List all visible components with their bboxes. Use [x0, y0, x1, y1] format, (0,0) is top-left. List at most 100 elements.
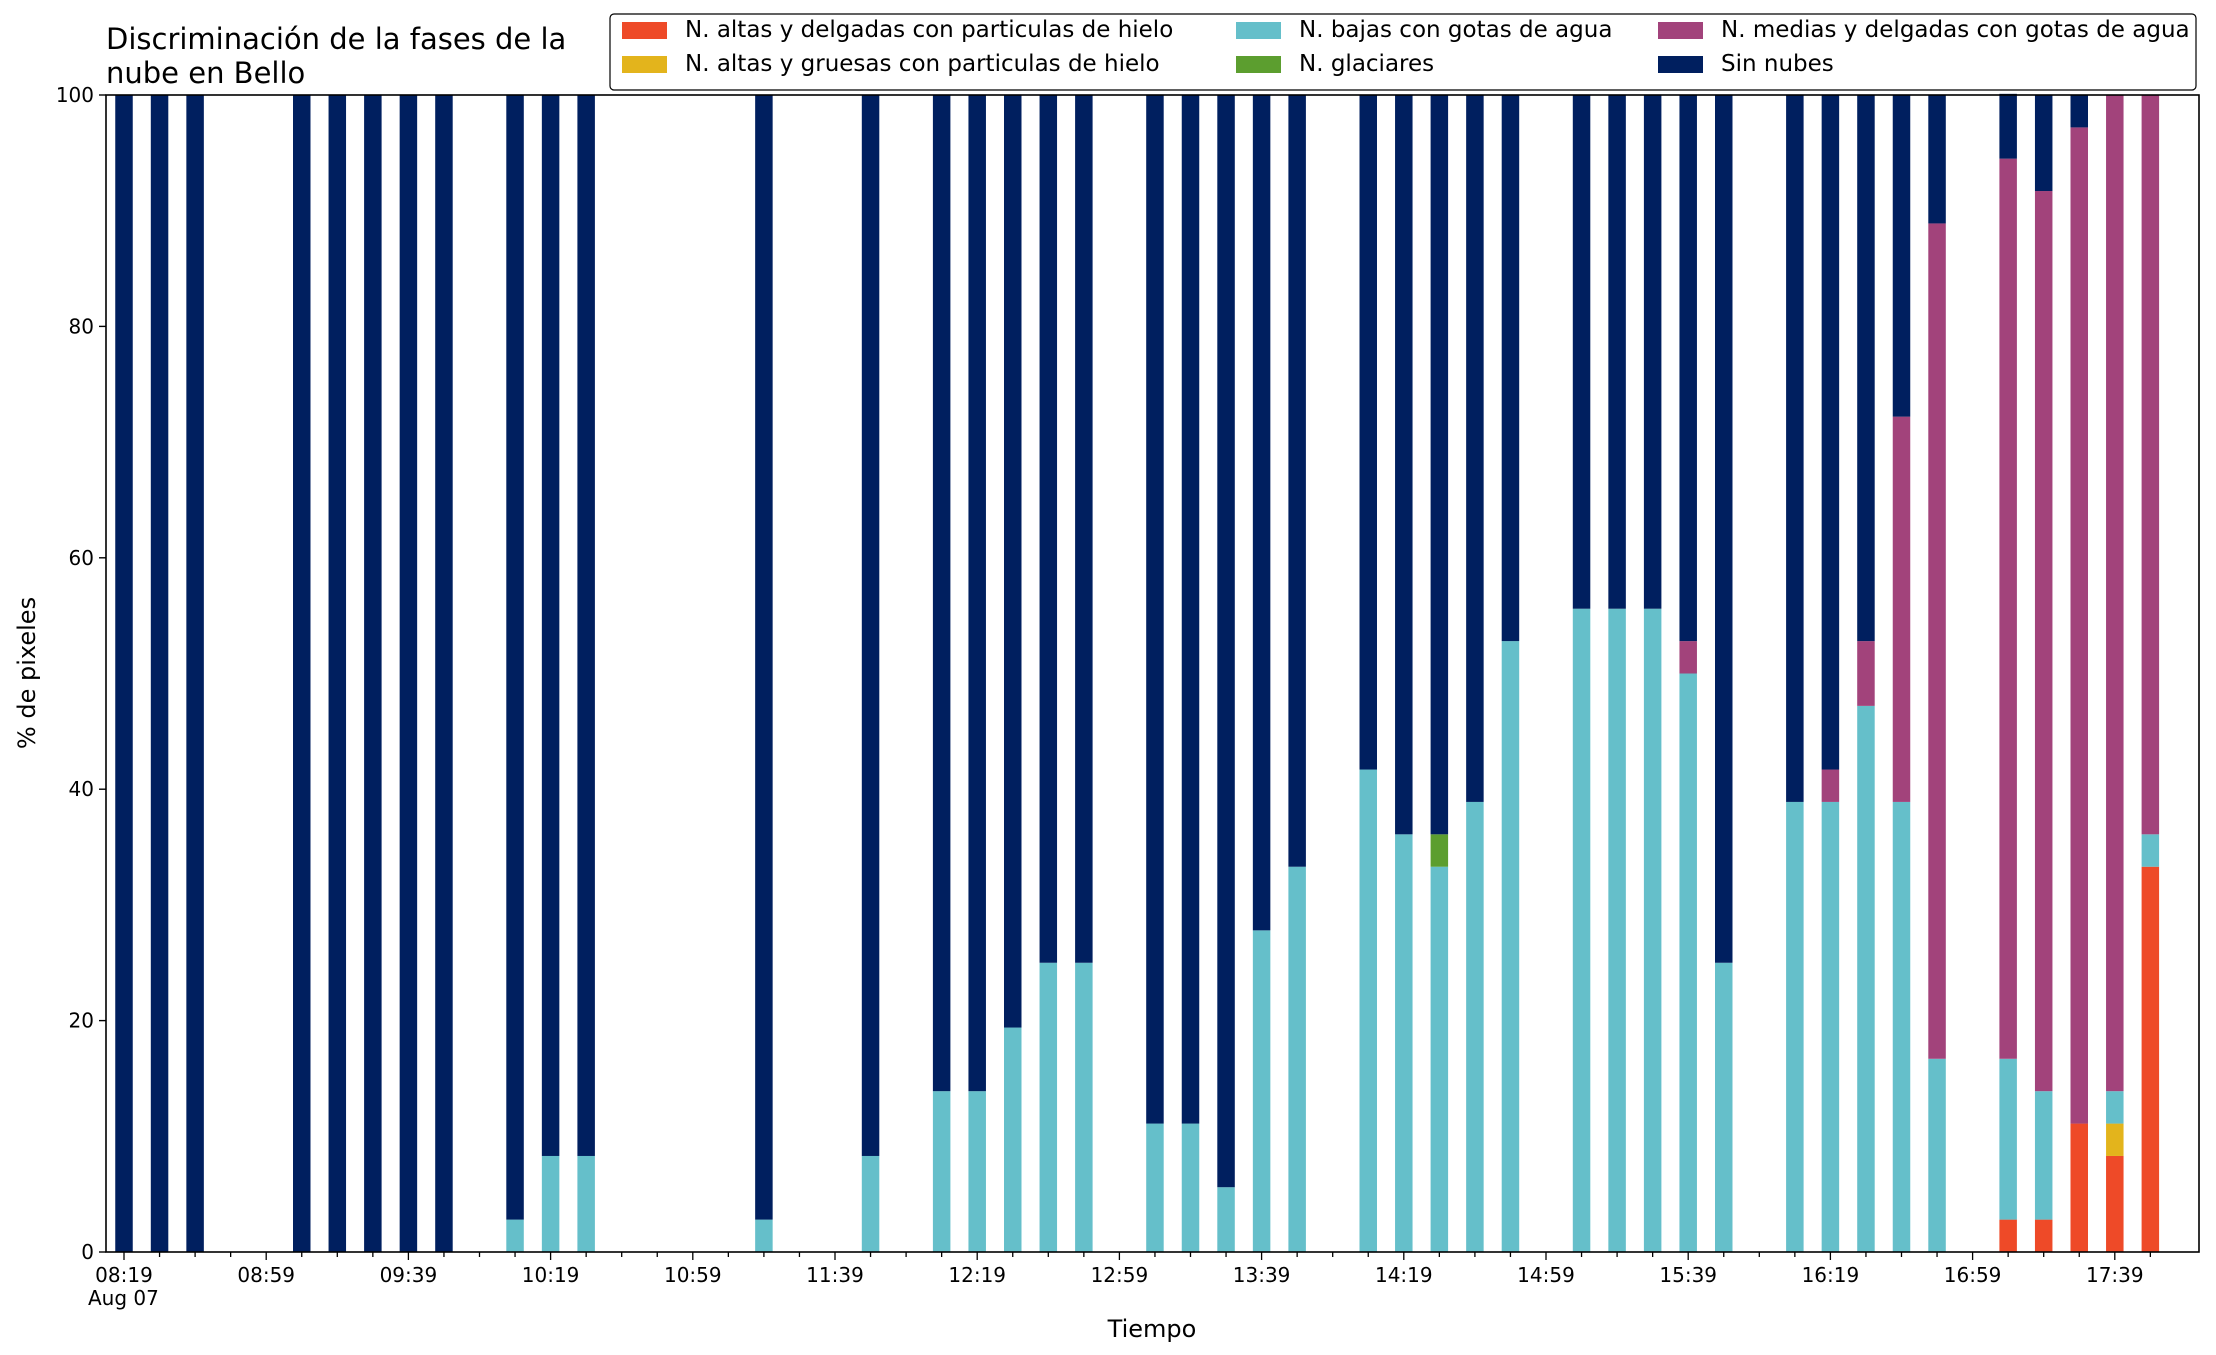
bar-segment: [1288, 866, 1306, 1252]
bar-segment: [1181, 1123, 1200, 1252]
legend-swatch: [1236, 56, 1281, 73]
legend-label: N. medias y delgadas con gotas de agua: [1721, 17, 2190, 43]
bar-segment: [1679, 673, 1697, 1252]
bar-segment: [1075, 962, 1093, 1252]
bar-segment: [1999, 158, 2017, 1059]
bar-segment: [1608, 95, 1626, 609]
bar-segment: [1075, 95, 1093, 963]
x-tick-label: 12:59: [1091, 1263, 1149, 1287]
bar-segment: [2106, 1123, 2124, 1156]
y-axis: 0 20 40 60 80 100: [56, 83, 106, 1264]
legend-swatch: [1236, 22, 1281, 39]
bar-segment: [1821, 95, 1840, 770]
bar-segment: [968, 95, 986, 1092]
bar-segment: [1252, 95, 1271, 931]
bar-segment: [1359, 769, 1377, 1252]
bar-segment: [861, 95, 880, 1156]
bar-segment: [1252, 930, 1271, 1252]
bar-segment: [1004, 1027, 1022, 1252]
bar-segment: [861, 1155, 880, 1252]
bar-segment: [328, 95, 347, 1252]
bar-segment: [1466, 801, 1484, 1252]
bar-segment: [506, 1219, 524, 1252]
bar-segment: [2141, 866, 2160, 1252]
legend-frame: [609, 13, 2197, 91]
bar-segment: [1928, 95, 1946, 224]
bar-segment: [1679, 95, 1697, 642]
bar-segment: [1679, 641, 1697, 674]
bar-segment: [1786, 801, 1804, 1252]
bar-segment: [115, 95, 133, 1252]
bar-segment: [2106, 1155, 2124, 1252]
legend: N. altas y delgadas con particulas de hi…: [609, 13, 2197, 91]
y-axis-label: % de pixeles: [13, 597, 41, 749]
legend-label: N. bajas con gotas de agua: [1299, 17, 1612, 43]
bar-segment: [1039, 962, 1058, 1252]
bar-segment: [1572, 95, 1591, 609]
y-tick-label: 80: [69, 314, 94, 338]
bar-segment: [1643, 95, 1662, 609]
legend-swatch: [1658, 56, 1703, 73]
bar-segment: [1715, 95, 1733, 963]
bar-segment: [435, 95, 453, 1252]
bar-segment: [1715, 962, 1733, 1252]
y-tick-label: 100: [56, 83, 94, 107]
x-tick-label: 09:39: [380, 1263, 438, 1287]
bar-segment: [2070, 127, 2088, 1124]
bar-segment: [2070, 1123, 2088, 1252]
y-tick-label: 20: [69, 1009, 94, 1033]
bar-segment: [1146, 1123, 1164, 1252]
bar-segment: [2106, 95, 2124, 1092]
bar-segment: [2070, 95, 2088, 128]
bar-segment: [932, 95, 951, 1092]
legend-swatch: [622, 22, 667, 39]
bar-segment: [506, 95, 524, 1220]
bar-segment: [2034, 1091, 2053, 1220]
x-tick-label: 17:39: [2086, 1263, 2144, 1287]
bar-segment: [541, 95, 560, 1156]
x-tick-label: 10:59: [664, 1263, 722, 1287]
bar-segment: [1892, 416, 1911, 802]
x-tick-label: 14:19: [1375, 1263, 1433, 1287]
x-axis: 08:19 08:59 09:39 10:19 10:59 11:39 12:19 12:59…: [95, 1252, 2152, 1287]
legend-label: N. glaciares: [1299, 51, 1434, 77]
bar-segment: [186, 95, 204, 1252]
legend-label: Sin nubes: [1721, 51, 1834, 77]
bar-segment: [1466, 95, 1484, 802]
bar-segment: [1217, 1187, 1235, 1252]
bar-segment: [1572, 608, 1591, 1252]
x-tick-label: 16:59: [1944, 1263, 2002, 1287]
bar-segment: [1821, 801, 1840, 1252]
bar-segment: [399, 95, 418, 1252]
legend-swatch: [1658, 22, 1703, 39]
x-axis-label: Tiempo: [1107, 1315, 1197, 1343]
bar-segment: [577, 95, 595, 1156]
bar-segment: [1999, 93, 2017, 159]
bar-segment: [1608, 608, 1626, 1252]
bar-segment: [150, 95, 169, 1252]
bar-segment: [293, 95, 311, 1252]
bar-segment: [1501, 95, 1520, 642]
bar-segment: [2141, 95, 2160, 835]
bar-segment: [1146, 95, 1164, 1124]
legend-label: N. altas y delgadas con particulas de hi…: [685, 17, 1173, 43]
bar-segment: [1501, 641, 1520, 1252]
x-tick-label: 16:19: [1802, 1263, 1860, 1287]
y-tick-label: 40: [69, 777, 94, 801]
x-tick-label: 11:39: [806, 1263, 864, 1287]
x-tick-label: 15:39: [1659, 1263, 1717, 1287]
bar-segment: [1217, 95, 1235, 1188]
bar-segment: [2034, 95, 2053, 192]
bar-segment: [2141, 834, 2160, 867]
bar-segment: [1430, 834, 1449, 867]
chart-title-line-1: Discriminación de la fases de la: [106, 22, 566, 56]
bar-segment: [1892, 801, 1911, 1252]
bar-segment: [1928, 1058, 1946, 1252]
bar-segment: [364, 95, 382, 1252]
x-tick-label: 13:39: [1233, 1263, 1291, 1287]
bar-segment: [932, 1091, 951, 1252]
bar-segment: [1004, 95, 1022, 1028]
bar-segment: [1430, 95, 1449, 835]
bar-segment: [2034, 191, 2053, 1092]
